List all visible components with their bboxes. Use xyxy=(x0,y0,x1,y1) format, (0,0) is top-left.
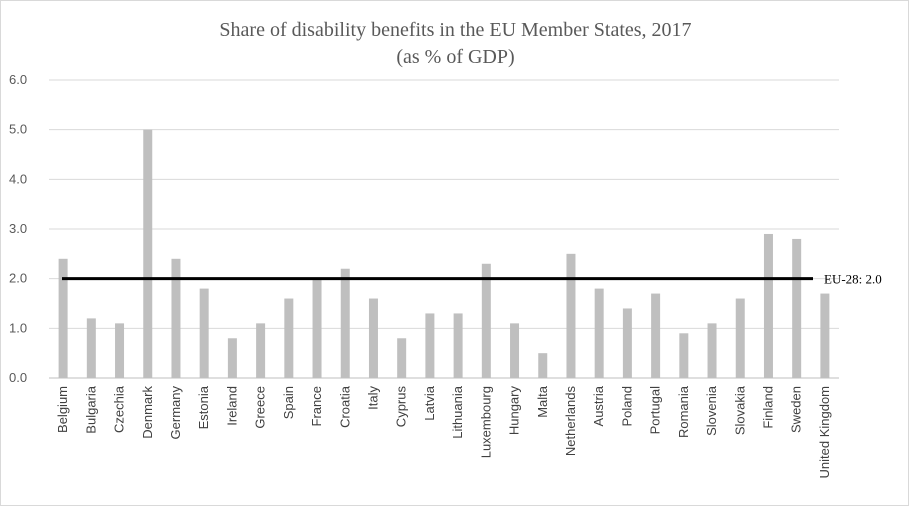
bar xyxy=(735,298,745,378)
y-tick-label: 0.0 xyxy=(9,370,27,385)
y-tick-label: 2.0 xyxy=(9,271,27,286)
x-tick-label: Slovenia xyxy=(704,385,719,436)
x-tick-label: Poland xyxy=(619,386,634,426)
y-tick-label: 5.0 xyxy=(9,122,27,137)
bar xyxy=(566,253,576,378)
bar xyxy=(227,338,237,378)
eu28-reference-label: EU-28: 2.0 xyxy=(824,272,882,287)
x-tick-label: Belgium xyxy=(55,386,70,433)
bar xyxy=(284,298,294,378)
bar xyxy=(256,323,266,378)
bar xyxy=(763,233,773,378)
x-tick-label: Ireland xyxy=(224,386,239,426)
x-tick-label: Latvia xyxy=(422,385,437,420)
x-tick-label: Czechia xyxy=(112,385,127,433)
bar xyxy=(481,263,491,378)
x-tick-label: Sweden xyxy=(789,386,804,433)
x-tick-label: Portugal xyxy=(648,386,663,435)
bar xyxy=(368,298,378,378)
x-tick-label: Cyprus xyxy=(394,386,409,428)
x-tick-label: Netherlands xyxy=(563,386,578,457)
x-tick-label: Spain xyxy=(281,386,296,419)
bar xyxy=(397,338,407,378)
bar xyxy=(115,323,125,378)
bar xyxy=(622,308,632,378)
y-tick-label: 3.0 xyxy=(9,221,27,236)
y-tick-label: 4.0 xyxy=(9,171,27,186)
chart-subtitle: (as % of GDP) xyxy=(396,46,515,68)
bar xyxy=(538,353,548,378)
x-tick-label: Bulgaria xyxy=(83,385,98,433)
x-tick-label: France xyxy=(309,386,324,426)
x-tick-label: Estonia xyxy=(196,385,211,429)
bar xyxy=(86,318,96,378)
x-tick-label: Greece xyxy=(253,386,268,429)
y-tick-label: 1.0 xyxy=(9,320,27,335)
bar xyxy=(651,293,661,378)
bar xyxy=(171,258,181,378)
bar xyxy=(792,238,802,378)
chart-title: Share of disability benefits in the EU M… xyxy=(219,19,692,41)
bar xyxy=(58,258,68,378)
bar xyxy=(312,278,322,378)
bar xyxy=(199,288,209,378)
bar xyxy=(425,313,435,378)
x-tick-label: Germany xyxy=(168,386,183,440)
bar xyxy=(143,129,153,378)
x-tick-label: Luxembourg xyxy=(478,386,493,458)
x-tick-label: Slovakia xyxy=(732,385,747,435)
bar xyxy=(820,293,830,378)
bar xyxy=(340,268,350,378)
x-tick-label: Malta xyxy=(535,385,550,418)
bar xyxy=(510,323,520,378)
bar xyxy=(453,313,463,378)
x-tick-label: Denmark xyxy=(140,386,155,439)
bar xyxy=(594,288,604,378)
x-tick-label: Finland xyxy=(760,386,775,429)
x-tick-label: Italy xyxy=(365,386,380,410)
x-tick-label: Austria xyxy=(591,385,606,426)
x-tick-label: Croatia xyxy=(337,385,352,428)
x-tick-label: United Kingdom xyxy=(817,386,832,479)
y-tick-label: 6.0 xyxy=(9,72,27,87)
bar xyxy=(679,333,689,378)
x-tick-label: Lithuania xyxy=(450,385,465,439)
x-tick-label: Hungary xyxy=(507,386,522,436)
x-tick-label: Romania xyxy=(676,385,691,438)
bar xyxy=(707,323,717,378)
